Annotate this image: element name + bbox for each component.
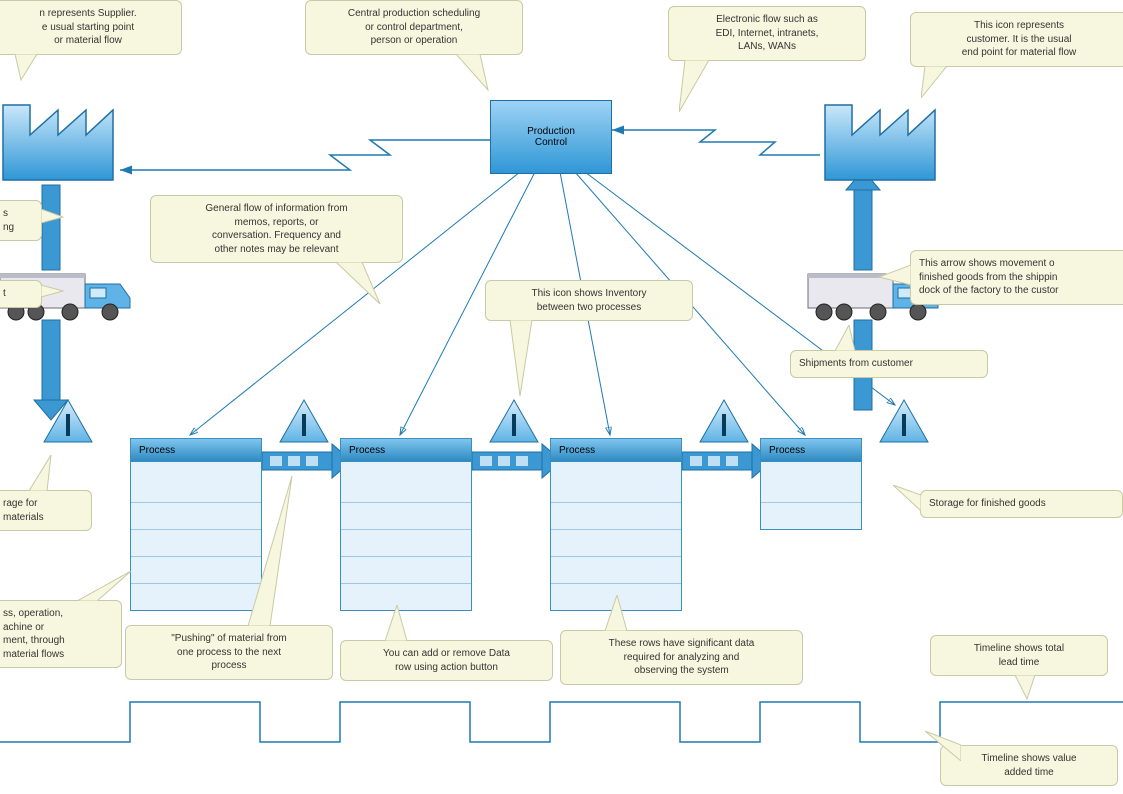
callout-ship-customer: Shipments from customer <box>790 350 988 378</box>
callout-inventory: This icon shows Inventory between two pr… <box>485 280 693 321</box>
callout-central: Central production scheduling or control… <box>305 0 523 55</box>
callout-pushing: "Pushing" of material from one process t… <box>125 625 333 680</box>
electronic-flow-left <box>120 140 490 170</box>
process-box: Process <box>130 438 262 611</box>
process-box: Process <box>340 438 472 611</box>
production-control-box: Production Control <box>490 100 612 174</box>
push-arrow-3 <box>682 444 772 478</box>
callout-electronic: Electronic flow such as EDI, Internet, i… <box>668 6 866 61</box>
callout-movement: This arrow shows movement o finished goo… <box>910 250 1123 305</box>
callout-valuetime: Timeline shows value added time <box>940 745 1118 786</box>
callout-frag-a: s ng <box>0 200 42 241</box>
process-header: Process <box>341 439 471 462</box>
process-box: Process <box>550 438 682 611</box>
inventory-icon <box>278 398 330 446</box>
callout-storage-fin: Storage for finished goods <box>920 490 1123 518</box>
diagram-stage: Production Control Process Process <box>0 0 1123 794</box>
inventory-icon <box>878 398 930 446</box>
production-control-label: Production Control <box>527 126 575 148</box>
callout-addremove: You can add or remove Data row using act… <box>340 640 553 681</box>
supplier-factory-icon <box>0 90 118 185</box>
callout-storage-raw: rage for materials <box>0 490 92 531</box>
customer-factory-icon <box>820 90 940 185</box>
push-arrow-2 <box>472 444 562 478</box>
inventory-icon <box>698 398 750 446</box>
process-box: Process <box>760 438 862 530</box>
callout-frag-b: t <box>0 280 42 308</box>
callout-sigdata: These rows have significant data require… <box>560 630 803 685</box>
process-header: Process <box>131 439 261 462</box>
callout-supplier: n represents Supplier. e usual starting … <box>0 0 182 55</box>
callout-process-op: ss, operation, achine or ment, through m… <box>0 600 122 668</box>
callout-general-flow: General flow of information from memos, … <box>150 195 403 263</box>
process-header: Process <box>551 439 681 462</box>
callout-leadtime: Timeline shows total lead time <box>930 635 1108 676</box>
callout-customer: This icon represents customer. It is the… <box>910 12 1123 67</box>
inventory-icon <box>488 398 540 446</box>
process-header: Process <box>761 439 861 462</box>
electronic-flow-right <box>612 130 820 155</box>
inventory-icon <box>42 398 94 446</box>
push-arrow-1 <box>262 444 352 478</box>
